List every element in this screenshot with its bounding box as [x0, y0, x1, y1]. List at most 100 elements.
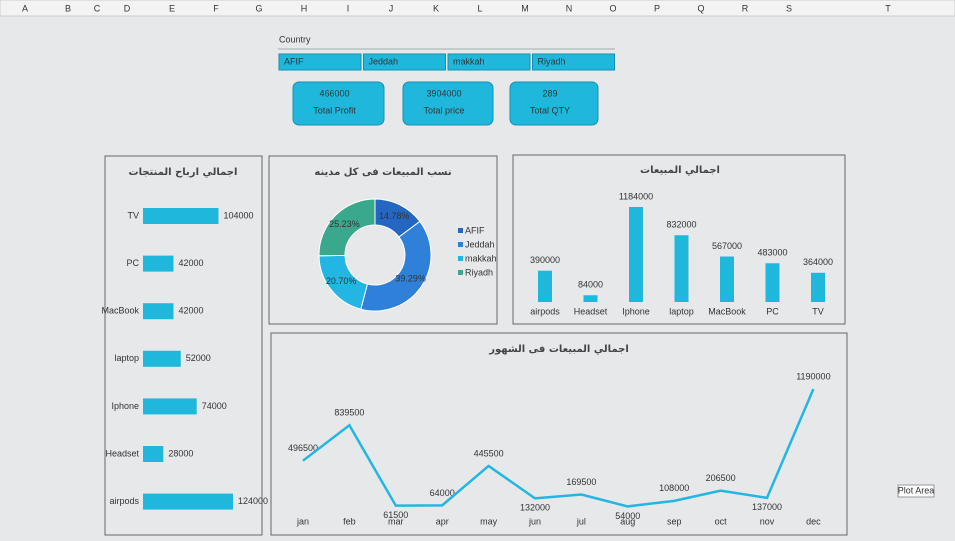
category-label: TV	[812, 306, 824, 316]
kpi-label: Total price	[423, 105, 464, 115]
category-label: feb	[343, 516, 356, 526]
category-label: MacBook	[101, 306, 139, 316]
column-label: M	[521, 3, 529, 13]
column-label: K	[433, 3, 439, 13]
data-label: 54000	[615, 511, 640, 521]
category-label: jan	[296, 516, 309, 526]
column-label: F	[213, 3, 219, 13]
column-label: I	[347, 3, 350, 13]
line	[302, 388, 815, 508]
column-label: G	[255, 3, 262, 13]
legend-label: Jeddah	[465, 239, 495, 249]
category-label: oct	[715, 516, 728, 526]
slicer-item[interactable]: makkah	[453, 56, 485, 66]
category-label: airpods	[530, 306, 560, 316]
column-label: C	[94, 3, 101, 13]
kpi-value: 466000	[319, 88, 349, 98]
category-label: PC	[766, 306, 779, 316]
column-label: N	[566, 3, 573, 13]
data-label: 445500	[474, 448, 504, 458]
category-label: laptop	[669, 306, 694, 316]
category-label: dec	[806, 516, 821, 526]
data-label: 104000	[223, 210, 253, 220]
data-label: 42000	[178, 258, 203, 268]
data-label: 42000	[178, 306, 203, 316]
slicer-item[interactable]: Riyadh	[538, 56, 566, 66]
category-label: MacBook	[708, 306, 746, 316]
bar	[765, 263, 780, 302]
donut-slice	[318, 198, 376, 257]
category-label: Headset	[105, 448, 139, 458]
kpi-value: 3904000	[426, 88, 461, 98]
legend-label: AFIF	[465, 225, 485, 235]
data-label: 364000	[803, 257, 833, 267]
slicer-button[interactable]	[532, 53, 615, 71]
column-header	[0, 0, 955, 17]
bar	[629, 207, 643, 302]
kpi-card	[292, 81, 385, 126]
chart-title: اجمالي المبيعات فى الشهور	[488, 344, 629, 355]
data-label: 832000	[666, 220, 696, 230]
chart-title: نسب المبيعات فى كل مدينه	[314, 167, 451, 178]
donut-slice	[360, 220, 432, 312]
category-label: aug	[620, 516, 635, 526]
data-label: 567000	[712, 241, 742, 251]
kpi-label: Total Profit	[313, 105, 356, 115]
data-label: 61500	[383, 510, 408, 520]
legend-label: Riyadh	[465, 267, 493, 277]
data-label: 839500	[334, 408, 364, 418]
bar	[143, 303, 174, 320]
slicer-item[interactable]: Jeddah	[369, 56, 399, 66]
kpi-label: Total QTY	[530, 105, 570, 115]
category-label: nov	[760, 516, 775, 526]
data-label: 14.78%	[379, 211, 410, 221]
bar	[143, 255, 174, 272]
category-label: Iphone	[111, 401, 139, 411]
kpi-card	[509, 81, 599, 126]
category-label: Headset	[574, 306, 608, 316]
data-label: 20.70%	[326, 276, 357, 286]
data-label: 124000	[238, 496, 268, 506]
category-label: may	[480, 516, 498, 526]
bar	[143, 208, 219, 224]
chart-title: اجمالي ارباح المنتجات	[129, 167, 238, 178]
tooltip-box	[897, 484, 935, 498]
kpi-value: 289	[542, 88, 557, 98]
column-label: T	[885, 3, 891, 13]
data-label: 84000	[578, 280, 603, 290]
slicer-item[interactable]: AFIF	[284, 56, 304, 66]
column-label: O	[609, 3, 616, 13]
category-label: PC	[126, 258, 139, 268]
data-label: 390000	[530, 255, 560, 265]
slicer-button[interactable]	[278, 53, 362, 71]
column-label: J	[389, 3, 394, 13]
bar	[720, 256, 734, 302]
column-label: B	[65, 3, 71, 13]
slicer-button[interactable]	[447, 53, 531, 71]
column-label: S	[786, 3, 792, 13]
data-label: 39.29%	[395, 273, 426, 283]
category-label: sep	[667, 516, 682, 526]
data-label: 52000	[186, 353, 211, 363]
column-label: H	[301, 3, 308, 13]
legend-swatch	[458, 228, 463, 233]
bar	[811, 272, 825, 302]
data-label: 132000	[520, 503, 550, 513]
data-label: 206500	[706, 473, 736, 483]
legend-swatch	[458, 256, 463, 261]
column-label: D	[124, 3, 131, 13]
column-label: A	[22, 3, 28, 13]
slicer-button[interactable]	[363, 53, 446, 71]
category-label: Iphone	[622, 306, 650, 316]
column-label: L	[477, 3, 482, 13]
data-label: 483000	[757, 248, 787, 258]
legend-swatch	[458, 270, 463, 275]
column-label: R	[742, 3, 749, 13]
data-label: 28000	[168, 448, 193, 458]
data-label: 1184000	[619, 191, 653, 201]
tooltip: Plot Area	[898, 485, 935, 495]
category-label: apr	[436, 516, 449, 526]
data-label: 108000	[659, 483, 689, 493]
data-label: 137000	[752, 502, 782, 512]
